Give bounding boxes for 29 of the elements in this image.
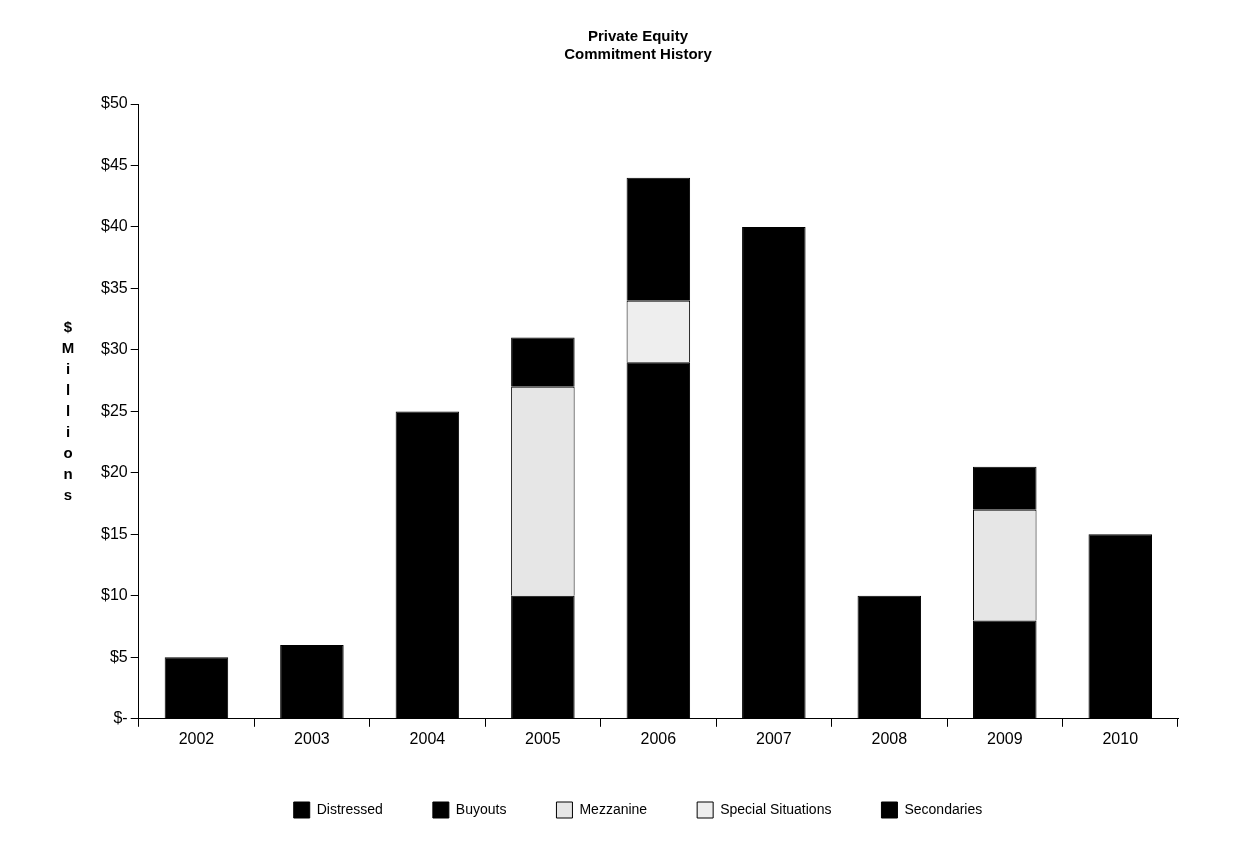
y-tick-label: $40 <box>100 217 128 235</box>
legend-label: Secondaries <box>904 800 983 817</box>
y-tick-label: $15 <box>100 524 128 542</box>
x-tick-label: 2002 <box>178 729 215 747</box>
text: $ Millions <box>61 317 75 503</box>
x-tick-label: 2003 <box>294 729 330 747</box>
y-tick-label: $50 <box>100 94 128 112</box>
y-tick-label: $35 <box>100 278 128 296</box>
x-tick-label: 2009 <box>986 729 1023 747</box>
x-tick-label: 2010 <box>1102 729 1139 747</box>
y-tick-label: $5 <box>109 647 128 665</box>
y-tick-label: $- <box>113 709 128 727</box>
bar <box>973 466 1037 510</box>
x-tick-label: 2008 <box>871 729 908 747</box>
y-tick-label: $45 <box>100 155 128 173</box>
x-tick-label: 2007 <box>756 729 792 747</box>
y-tick-label: $25 <box>100 401 128 419</box>
x-tick-label: 2006 <box>640 729 677 747</box>
y-tick-label: $10 <box>100 586 128 604</box>
y-tick-label: $20 <box>100 463 128 481</box>
legend-label: Buyouts <box>455 800 507 817</box>
chart-title: Private Equity Commitment History <box>564 27 713 63</box>
legend-label: Special Situations <box>720 800 832 817</box>
x-tick-label: 2005 <box>525 729 561 747</box>
legend-label: Mezzanine <box>579 800 648 817</box>
x-tick-label: 2004 <box>409 729 446 747</box>
y-tick-label: $30 <box>100 340 128 358</box>
bar <box>511 337 575 387</box>
legend-label: Distressed <box>316 800 383 817</box>
